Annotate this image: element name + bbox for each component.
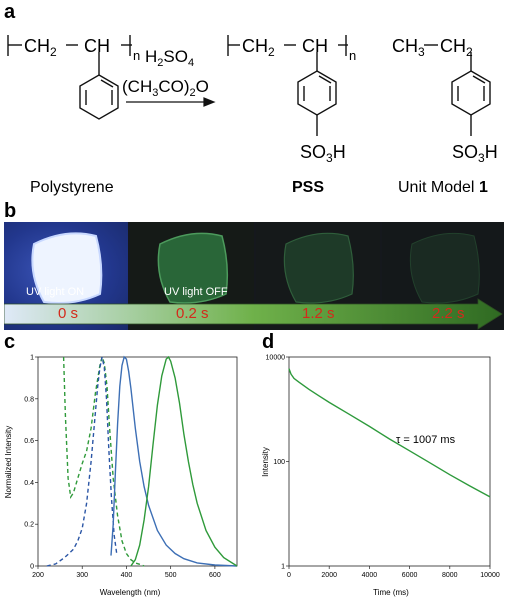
sample-glow-white <box>31 232 103 304</box>
spectra-y-tick-label: 0 <box>30 564 34 571</box>
reagent-acetic-anhydride: (CH3CO)2O <box>122 77 209 99</box>
reagent-h2so4: H2SO4 <box>145 47 194 69</box>
spectra-frame <box>37 356 238 567</box>
spectra-series-1-line <box>62 354 145 567</box>
unit-model-ch2: CH2 <box>440 36 473 59</box>
time-label-0-2s: 0.2 s <box>176 305 209 322</box>
pss-ch2: CH2 <box>242 36 275 59</box>
spectra-y-tick-label: 0.8 <box>24 396 34 403</box>
spectra-x-tick-label: 500 <box>165 572 177 579</box>
polystyrene-ch: CH <box>84 36 110 56</box>
pss-so3h: SO3H <box>300 142 346 165</box>
decay-series-1-line <box>288 368 491 498</box>
decay-x-tick-label: 8000 <box>442 572 458 579</box>
decay-plot-area: 0 2000 4000 6000 8000 10000 1 100 10000 <box>266 355 500 580</box>
label-pss: PSS <box>292 179 324 196</box>
unit-model-structure <box>424 44 491 136</box>
sample-glow-green-medium <box>283 232 354 304</box>
spectra-y-tick-label: 1 <box>30 355 34 362</box>
spectra-x-tick-label: 400 <box>121 572 133 579</box>
decay-y-tick-label: 100 <box>273 459 285 466</box>
time-label-0s: 0 s <box>58 305 79 322</box>
spectra-series-2-line <box>46 356 118 567</box>
reaction-scheme: a CH2 CH n H2SO4 (CH3CO)2O CH2 CH n S <box>4 1 498 222</box>
panel-d-letter: d <box>262 331 274 353</box>
afterglow-photo-strip: UV light ON UV light OFF 0 s 0.2 s 1.2 s… <box>4 222 504 330</box>
decay-x-tick-label: 6000 <box>402 572 418 579</box>
polystyrene-n: n <box>133 48 140 63</box>
unit-model-so3h: SO3H <box>452 142 498 165</box>
decay-x-tick-label: 4000 <box>362 572 378 579</box>
decay-frame <box>288 356 491 567</box>
decay-x-tick-label: 2000 <box>321 572 337 579</box>
caption-uv-on: UV light ON <box>26 286 85 298</box>
spectra-x-label: Wavelength (nm) <box>100 588 161 597</box>
spectra-plot-area: 200 300 400 500 600 0 0.2 0.4 0.6 0.8 1 <box>24 354 238 579</box>
spectra-x-tick-label: 300 <box>76 572 88 579</box>
timeline-arrow <box>4 298 503 330</box>
decay-x-tick-label: 0 <box>287 572 291 579</box>
spectra-series-3-line <box>110 355 238 567</box>
spectra-series-4-line <box>130 355 238 567</box>
decay-y-tick-label: 1 <box>281 564 285 571</box>
spectra-y-tick-label: 0.4 <box>24 480 34 487</box>
label-unit-model: Unit Model 1 <box>398 179 488 196</box>
reaction-arrow <box>126 97 216 107</box>
spectra-chart: c 200 300 400 500 600 0 0.2 0.4 0.6 0.8 1 Waveleng… <box>4 331 238 597</box>
panel-c-letter: c <box>4 331 15 353</box>
time-label-1-2s: 1.2 s <box>302 305 335 322</box>
pss-n: n <box>349 48 356 63</box>
spectra-y-label: Normalized Intensity <box>4 426 13 498</box>
decay-chart: d 0 2000 4000 6000 8000 10000 1 100 10000 τ = 10… <box>261 331 500 597</box>
spectra-y-tick-label: 0.6 <box>24 438 34 445</box>
pss-structure <box>227 35 348 136</box>
spectra-x-tick-label: 200 <box>32 572 44 579</box>
decay-lifetime-annotation: τ = 1007 ms <box>396 434 456 446</box>
decay-x-label: Time (ms) <box>373 588 409 597</box>
polystyrene-ch2: CH2 <box>24 36 57 59</box>
time-label-2-2s: 2.2 s <box>432 305 465 322</box>
label-polystyrene: Polystyrene <box>30 179 114 196</box>
unit-model-ch3: CH3 <box>392 36 425 59</box>
caption-uv-off: UV light OFF <box>164 286 228 298</box>
spectra-x-tick-label: 600 <box>209 572 221 579</box>
pss-ch: CH <box>302 36 328 56</box>
decay-y-tick-label: 10000 <box>266 355 286 362</box>
sample-glow-green-strong <box>157 232 229 304</box>
panel-b-letter: b <box>4 200 16 222</box>
panel-a-letter: a <box>4 1 16 23</box>
decay-y-label: Intensity <box>261 447 270 477</box>
spectra-y-tick-label: 0.2 <box>24 522 34 529</box>
sample-glow-green-faint <box>409 232 480 304</box>
polystyrene-structure <box>7 35 132 120</box>
decay-x-tick-label: 10000 <box>480 572 500 579</box>
